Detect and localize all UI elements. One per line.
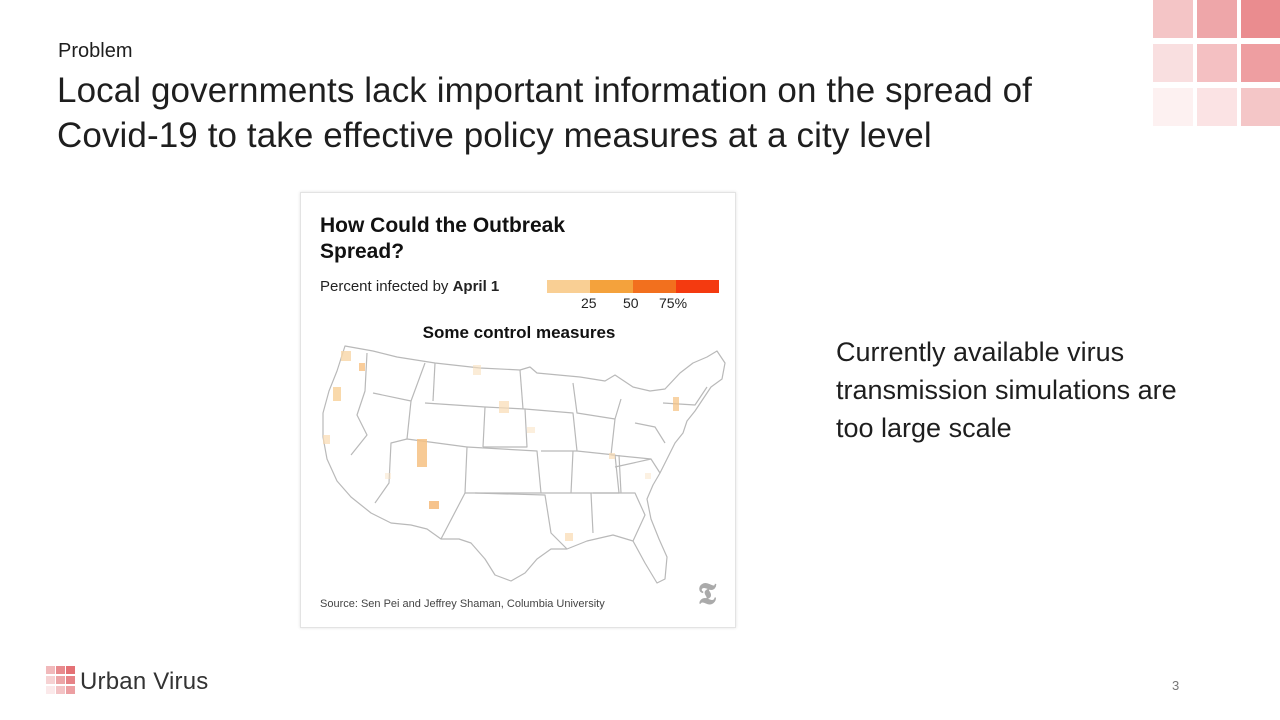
color-legend-bar (547, 280, 719, 293)
figure-title: How Could the Outbreak Spread? (320, 214, 566, 263)
state-border-9 (519, 369, 524, 410)
logo-grid-cell (66, 666, 75, 674)
corner-grid-cell (1197, 44, 1237, 82)
state-border-8 (465, 446, 542, 494)
corner-grid-cell (1197, 0, 1237, 38)
logo-grid-cell (66, 676, 75, 684)
state-border-11 (524, 408, 578, 452)
state-border-4 (406, 438, 468, 540)
state-border-3 (410, 362, 426, 402)
urban-virus-logo-icon (46, 666, 76, 694)
state-border-1 (350, 352, 368, 456)
figure-subtitle: Percent infected by April 1 (320, 278, 499, 295)
us-map (322, 345, 726, 584)
legend-tick-75: 75% (659, 295, 688, 311)
corner-grid-cell (1241, 88, 1280, 126)
state-border-6 (432, 362, 436, 402)
state-border-15 (610, 418, 661, 474)
logo-grid-cell (46, 686, 55, 694)
corner-grid-cell (1153, 0, 1193, 38)
map-panel-title: Some control measures (422, 323, 616, 342)
legend-swatch (676, 280, 719, 293)
state-border-10 (474, 492, 568, 550)
logo-grid-cell (56, 676, 65, 684)
figure-source: Source: Sen Pei and Jeffrey Shaman, Colu… (320, 598, 605, 610)
nyt-logo-icon: 𝕿 (697, 577, 717, 612)
state-border-17 (618, 454, 622, 494)
logo-grid-cell (56, 686, 65, 694)
logo-grid-cell (66, 686, 75, 694)
figure-subtitle-prefix: Percent infected by (320, 278, 449, 295)
slide-kicker: Problem (58, 40, 133, 62)
state-border-2 (372, 392, 412, 504)
outbreak-map-figure: How Could the Outbreak Spread? Percent i… (300, 192, 736, 628)
corner-grid-cell (1153, 88, 1193, 126)
us-outline (322, 345, 726, 584)
legend-swatch (590, 280, 633, 293)
state-border-13 (572, 382, 622, 420)
logo-grid-cell (56, 666, 65, 674)
corner-grid-cell (1241, 44, 1280, 82)
corner-decoration-grid (1153, 0, 1280, 126)
infection-hotspots (323, 351, 679, 541)
legend-swatch (633, 280, 676, 293)
corner-grid-cell (1197, 88, 1237, 126)
state-border-18 (634, 422, 666, 444)
page-number: 3 (1172, 678, 1180, 693)
brand-name: Urban Virus (80, 668, 209, 695)
slide-title: Local governments lack important informa… (57, 71, 1032, 155)
logo-grid-cell (46, 666, 55, 674)
logo-grid-cell (46, 676, 55, 684)
state-border-21 (570, 450, 574, 494)
figure-subtitle-date: April 1 (452, 278, 500, 295)
state-border-16 (593, 492, 646, 542)
corner-grid-cell (1241, 0, 1280, 38)
side-note: Currently available virus transmission s… (836, 337, 1177, 443)
legend-swatch (547, 280, 590, 293)
state-border-19 (614, 458, 652, 468)
legend-tick-50: 50 (623, 295, 639, 311)
corner-grid-cell (1153, 44, 1193, 82)
legend-tick-25: 25 (581, 295, 597, 311)
